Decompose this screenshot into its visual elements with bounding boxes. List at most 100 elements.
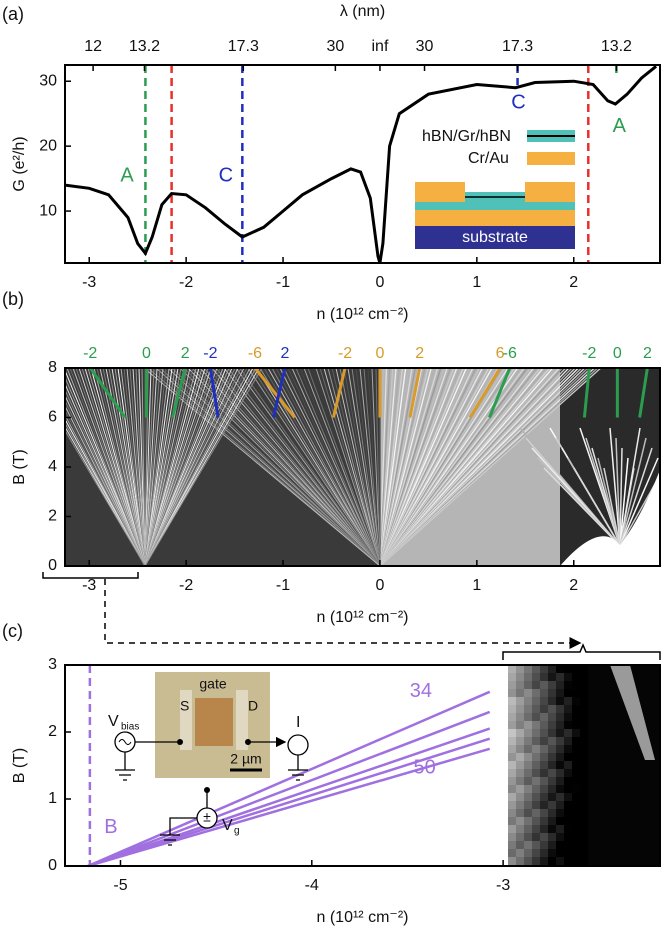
panel-label: (c) xyxy=(2,621,23,641)
fan-line xyxy=(227,368,381,566)
x2-tick-label: 17.3 xyxy=(228,38,259,55)
fan-image xyxy=(65,368,660,566)
x-tick-label: 1 xyxy=(472,274,481,291)
pixel xyxy=(540,689,548,697)
pixel xyxy=(548,769,556,777)
pixel xyxy=(572,745,580,753)
pixel xyxy=(564,857,572,865)
pixel xyxy=(516,753,524,761)
pixel xyxy=(556,841,564,849)
guide-label: 6 xyxy=(496,345,505,362)
pixel xyxy=(532,809,540,817)
pixel xyxy=(564,801,572,809)
gate-source xyxy=(196,807,218,829)
fan-line xyxy=(323,368,381,566)
pixel xyxy=(524,825,532,833)
pixel xyxy=(532,673,540,681)
guide-label: -2 xyxy=(582,345,596,362)
pixel xyxy=(524,729,532,737)
data-line xyxy=(87,727,491,868)
y-tick-label: 20 xyxy=(39,137,57,154)
pixel xyxy=(580,849,588,857)
y-tick-label: 10 xyxy=(39,202,57,219)
pixel xyxy=(556,801,564,809)
fan-line xyxy=(239,368,381,566)
pixel xyxy=(516,857,524,865)
pixel xyxy=(548,721,556,729)
pixel xyxy=(556,737,564,745)
fan-line xyxy=(287,368,381,566)
pixel xyxy=(580,681,588,689)
pixel xyxy=(580,785,588,793)
pixel xyxy=(564,833,572,841)
fan-line xyxy=(619,427,641,547)
pixel xyxy=(580,801,588,809)
guide-line xyxy=(638,367,649,418)
guide-label: 2 xyxy=(281,345,290,362)
pixel xyxy=(572,857,580,865)
fan-line xyxy=(619,447,653,547)
pixel xyxy=(564,689,572,697)
x-tick-label: -3 xyxy=(82,577,96,594)
pixel xyxy=(524,841,532,849)
pixel xyxy=(540,817,548,825)
pixel xyxy=(548,809,556,817)
vg-sub: g xyxy=(234,826,240,837)
pixel xyxy=(580,665,588,673)
scale-label: 2 µm xyxy=(230,751,261,767)
pixel xyxy=(540,785,548,793)
guide-label: -2 xyxy=(83,345,97,362)
pixel xyxy=(532,801,540,809)
pixel xyxy=(548,841,556,849)
streak xyxy=(610,665,655,760)
x-tick-label: 2 xyxy=(569,577,578,594)
pixel xyxy=(572,673,580,681)
panel-label: (b) xyxy=(2,289,24,309)
pixel xyxy=(564,665,572,673)
substrate-label: substrate xyxy=(462,229,528,246)
pixel xyxy=(572,729,580,737)
pixel xyxy=(508,849,516,857)
fan-line xyxy=(291,368,381,566)
pixel xyxy=(580,761,588,769)
data-line xyxy=(87,747,491,868)
pixel xyxy=(524,697,532,705)
fan-line xyxy=(311,368,381,566)
pixel xyxy=(532,825,540,833)
guide-label: 2 xyxy=(415,345,424,362)
annotation: A xyxy=(613,115,627,137)
pixel xyxy=(516,841,524,849)
fan-line xyxy=(243,368,381,566)
pixel xyxy=(548,689,556,697)
pixel xyxy=(508,673,516,681)
x-tick-label: -1 xyxy=(276,577,290,594)
pixel xyxy=(580,793,588,801)
x2-tick-label: 30 xyxy=(326,38,344,55)
x-tick-label: 0 xyxy=(375,274,384,291)
pixel xyxy=(508,745,516,753)
pixel xyxy=(556,785,564,793)
data-image xyxy=(508,665,660,866)
pixel xyxy=(556,665,564,673)
fan-line xyxy=(251,368,381,566)
fan-line xyxy=(351,368,381,566)
fan-line xyxy=(219,368,381,566)
guide-label: 0 xyxy=(613,345,622,362)
pixel xyxy=(580,809,588,817)
y-tick-label: 4 xyxy=(48,458,57,475)
gate-label: gate xyxy=(199,676,226,692)
pixel xyxy=(532,681,540,689)
pixel xyxy=(548,745,556,753)
pixel xyxy=(540,697,548,705)
fan-line xyxy=(247,368,381,566)
pixel xyxy=(524,737,532,745)
data-line xyxy=(87,710,491,868)
y-tick-label: 1 xyxy=(48,790,57,807)
pixel xyxy=(564,817,572,825)
pixel xyxy=(524,793,532,801)
pixel xyxy=(540,681,548,689)
pixel xyxy=(524,705,532,713)
pixel xyxy=(564,793,572,801)
fan-line xyxy=(543,467,621,547)
